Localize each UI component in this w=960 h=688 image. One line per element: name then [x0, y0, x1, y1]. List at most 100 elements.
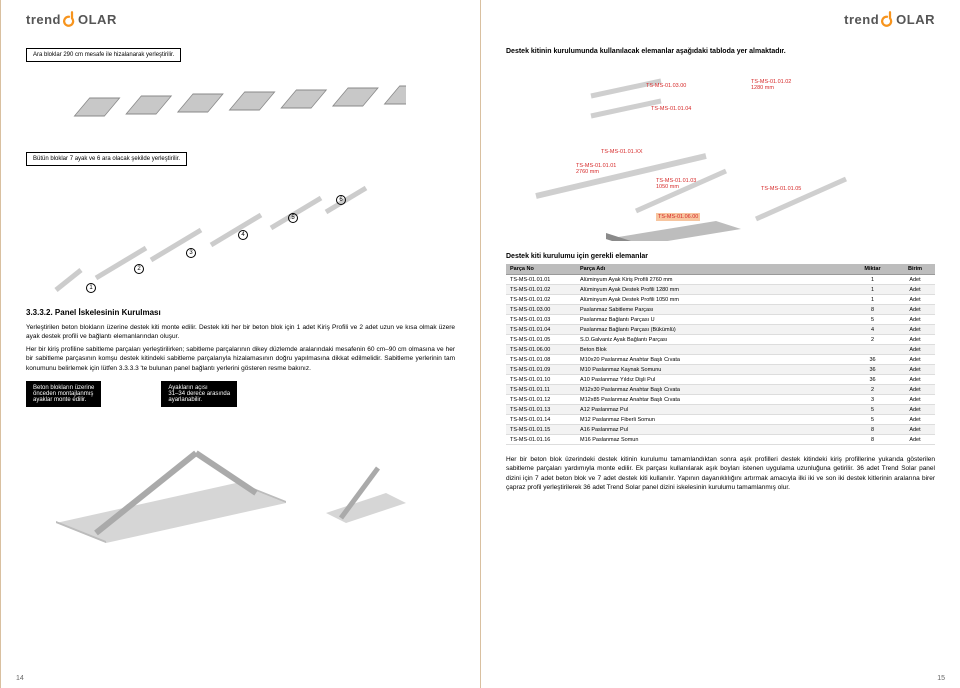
brand-text-1r: trend	[844, 12, 879, 27]
cell: TS-MS-01.01.15	[506, 425, 576, 435]
cell: Adet	[895, 365, 935, 375]
circle-4: 4	[238, 230, 248, 240]
cell: M10x20 Paslanmaz Anahtar Başlı Cıvata	[576, 355, 850, 365]
cell: Alüminyum Ayak Kiriş Profili 2760 mm	[576, 275, 850, 285]
cell: Adet	[895, 435, 935, 445]
cell: TS-MS-01.06.00	[506, 345, 576, 355]
table-row: TS-MS-01.01.08M10x20 Paslanmaz Anahtar B…	[506, 355, 935, 365]
cell: Paslanmaz Sabitleme Parçası	[576, 305, 850, 315]
right-content: Destek kitinin kurulumunda kullanılacak …	[506, 48, 935, 493]
render-figure	[26, 413, 455, 543]
cell: Adet	[895, 345, 935, 355]
table-row: TS-MS-01.01.16M16 Paslanmaz Somun8Adet	[506, 435, 935, 445]
cell: TS-MS-01.01.09	[506, 365, 576, 375]
cell: Adet	[895, 275, 935, 285]
bottom-right-callout: Ayakların açısı 31–34 derece arasında ay…	[161, 381, 237, 407]
cell: Alüminyum Ayak Destek Profili 1280 mm	[576, 285, 850, 295]
cell: Adet	[895, 385, 935, 395]
table-title: Destek kiti kurulumu için gerekli eleman…	[506, 253, 935, 260]
cell: Adet	[895, 285, 935, 295]
circle-5: 5	[288, 213, 298, 223]
cell: Adet	[895, 295, 935, 305]
left-content: Ara bloklar 290 cm mesafe ile hizalanara…	[26, 48, 455, 543]
cell: 2	[850, 385, 895, 395]
cell: S.D.Galvaniz Ayak Bağlantı Parçası	[576, 335, 850, 345]
numbered-figure: 1 2 3 4 5 6	[26, 170, 455, 300]
cell: Paslanmaz Bağlantı Parçası (Bükümlü)	[576, 325, 850, 335]
circle-6: 6	[336, 195, 346, 205]
table-row: TS-MS-01.01.05S.D.Galvaniz Ayak Bağlantı…	[506, 335, 935, 345]
cell: A10 Paslanmaz Yıldız Dişli Pul	[576, 375, 850, 385]
mid-callout: Bütün bloklar 7 ayak ve 6 ara olacak şek…	[26, 152, 187, 166]
table-row: TS-MS-01.01.04Paslanmaz Bağlantı Parçası…	[506, 325, 935, 335]
cell: TS-MS-01.01.01	[506, 275, 576, 285]
brand-text-2: OLAR	[78, 12, 117, 27]
circle-1: 1	[86, 283, 96, 293]
cell: TS-MS-01.01.05	[506, 335, 576, 345]
top-blocks-figure	[26, 68, 455, 148]
lbl-f: TS-MS-01.01.03 1050 mm	[656, 178, 696, 190]
right-page: trend OLAR Destek kitinin kurulumunda ku…	[480, 0, 960, 688]
para-2: Her bir kiriş profiline sabitleme parçal…	[26, 345, 455, 373]
cell: 5	[850, 415, 895, 425]
brand-text-1: trend	[26, 12, 61, 27]
brand-text-2r: OLAR	[896, 12, 935, 27]
cell: Adet	[895, 375, 935, 385]
cell: TS-MS-01.01.08	[506, 355, 576, 365]
cell: 5	[850, 315, 895, 325]
kit-diagram: TS-MS-01.03.00 TS-MS-01.01.02 1280 mm TS…	[506, 61, 935, 241]
section-title: 3.3.3.2. Panel İskelesinin Kurulması	[26, 308, 455, 317]
cell: TS-MS-01.01.02	[506, 285, 576, 295]
table-row: TS-MS-01.01.15A16 Paslanmaz Pul8Adet	[506, 425, 935, 435]
th-qty: Miktar	[850, 264, 895, 275]
table-row: TS-MS-01.01.01Alüminyum Ayak Kiriş Profi…	[506, 275, 935, 285]
cell: 1	[850, 285, 895, 295]
cell: M12x85 Paslanmaz Anahtar Başlı Cıvata	[576, 395, 850, 405]
cell: M16 Paslanmaz Somun	[576, 435, 850, 445]
cell: 36	[850, 355, 895, 365]
table-row: TS-MS-01.01.02Alüminyum Ayak Destek Prof…	[506, 295, 935, 305]
table-row: TS-MS-01.06.00Beton Blok Adet	[506, 345, 935, 355]
cell: 36	[850, 365, 895, 375]
cell: Adet	[895, 325, 935, 335]
table-row: TS-MS-01.01.03Paslanmaz Bağlantı Parçası…	[506, 315, 935, 325]
lbl-g: TS-MS-01.01.05	[761, 186, 801, 192]
cell: A12 Paslanmaz Pul	[576, 405, 850, 415]
cell: 8	[850, 305, 895, 315]
table-row: TS-MS-01.01.12M12x85 Paslanmaz Anahtar B…	[506, 395, 935, 405]
cell: 4	[850, 325, 895, 335]
cell: 3	[850, 395, 895, 405]
cell: TS-MS-01.01.14	[506, 415, 576, 425]
cell: TS-MS-01.01.11	[506, 385, 576, 395]
cell: Adet	[895, 415, 935, 425]
circle-2: 2	[134, 264, 144, 274]
kit-svg	[506, 61, 936, 241]
cell: TS-MS-01.01.16	[506, 435, 576, 445]
cell: Adet	[895, 425, 935, 435]
page-number-right: 15	[937, 675, 945, 682]
cell	[850, 345, 895, 355]
render-svg	[26, 413, 406, 543]
cell: 1	[850, 275, 895, 285]
lbl-b: TS-MS-01.01.02 1280 mm	[751, 79, 791, 91]
lbl-c: TS-MS-01.01.04	[651, 106, 691, 112]
cell: Paslanmaz Bağlantı Parçası U	[576, 315, 850, 325]
cell: Adet	[895, 405, 935, 415]
cell: Alüminyum Ayak Destek Profili 1050 mm	[576, 295, 850, 305]
cell: Adet	[895, 355, 935, 365]
cell: 8	[850, 435, 895, 445]
brand-logo-right: trend OLAR	[506, 10, 935, 28]
right-heading: Destek kitinin kurulumunda kullanılacak …	[506, 48, 935, 55]
lbl-h: TS-MS-01.06.00	[656, 213, 700, 221]
cell: TS-MS-01.01.12	[506, 395, 576, 405]
top-blocks-svg	[26, 68, 406, 148]
lbl-e: TS-MS-01.01.01 2760 mm	[576, 163, 616, 175]
numbered-svg	[26, 170, 406, 300]
cell: Beton Blok	[576, 345, 850, 355]
parts-table: Parça No Parça Adı Miktar Birim TS-MS-01…	[506, 264, 935, 445]
table-row: TS-MS-01.03.00Paslanmaz Sabitleme Parças…	[506, 305, 935, 315]
th-name: Parça Adı	[576, 264, 850, 275]
table-row: TS-MS-01.01.02Alüminyum Ayak Destek Prof…	[506, 285, 935, 295]
circle-3: 3	[186, 248, 196, 258]
cell: TS-MS-01.01.10	[506, 375, 576, 385]
